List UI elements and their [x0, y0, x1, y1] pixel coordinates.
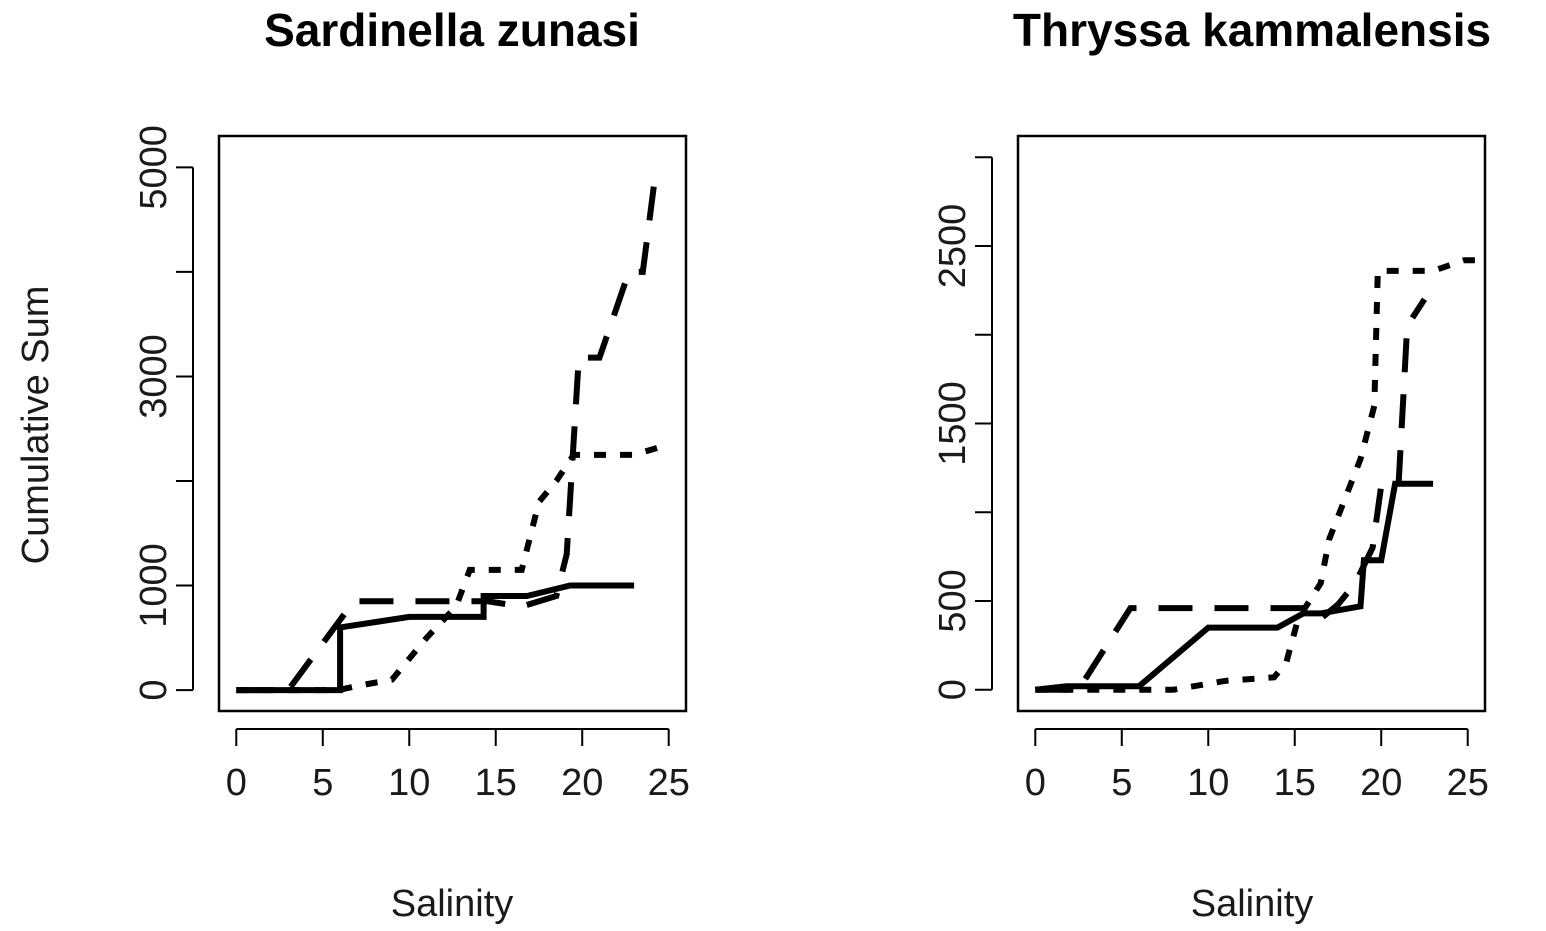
y-tick-label: 2500	[932, 204, 974, 289]
y-axis-label: Cumulative Sum	[15, 286, 57, 565]
series-line-dotted	[236, 441, 670, 694]
series-line-dashed	[1035, 297, 1428, 693]
panel-sardinella-zunasi: Sardinella zunasi Salinity Cumulative Su…	[15, 4, 690, 925]
x-axis: 0 5 10 15 20 25	[226, 728, 690, 804]
x-tick-label: 5	[1111, 762, 1132, 804]
y-tick-label: 3000	[133, 334, 175, 419]
y-tick-label: 500	[932, 569, 974, 632]
x-tick-label: 20	[561, 762, 603, 804]
series-line-dotted	[1035, 257, 1485, 693]
series-line-solid	[1034, 480, 1434, 693]
plot-frame	[1016, 134, 1487, 713]
y-tick-label: 0	[133, 680, 175, 701]
y-tick-label: 1000	[133, 543, 175, 628]
x-tick-label: 20	[1360, 762, 1402, 804]
y-tick-label: 0	[932, 679, 974, 700]
x-axis-label: Salinity	[391, 883, 514, 925]
x-tick-label: 25	[648, 762, 690, 804]
series-line-solid	[236, 582, 635, 694]
x-tick-label: 0	[1025, 762, 1046, 804]
chart-title: Thryssa kammalensis	[1013, 4, 1491, 56]
x-tick-label: 25	[1447, 762, 1489, 804]
panel-thryssa-kammalensis: Thryssa kammalensis Salinity 0 5 10 15 20 25 …	[932, 4, 1491, 925]
series-group	[1034, 257, 1485, 693]
x-tick-label: 5	[312, 762, 333, 804]
plot-frame	[217, 134, 688, 713]
x-tick-label: 10	[1187, 762, 1229, 804]
x-tick-label: 15	[1274, 762, 1316, 804]
y-tick-label: 5000	[133, 125, 175, 210]
x-tick-label: 10	[388, 762, 430, 804]
x-tick-label: 0	[226, 762, 247, 804]
x-axis-label: Salinity	[1191, 883, 1314, 925]
y-axis: 0 500 1500 2500	[932, 156, 993, 700]
series-line-dashed	[236, 177, 658, 694]
y-tick-label: 1500	[932, 381, 974, 466]
y-axis: 0 1000 3000 5000	[133, 125, 194, 701]
series-group	[236, 177, 670, 694]
x-tick-label: 15	[475, 762, 517, 804]
chart-title: Sardinella zunasi	[264, 4, 640, 56]
x-axis: 0 5 10 15 20 25	[1025, 728, 1489, 804]
